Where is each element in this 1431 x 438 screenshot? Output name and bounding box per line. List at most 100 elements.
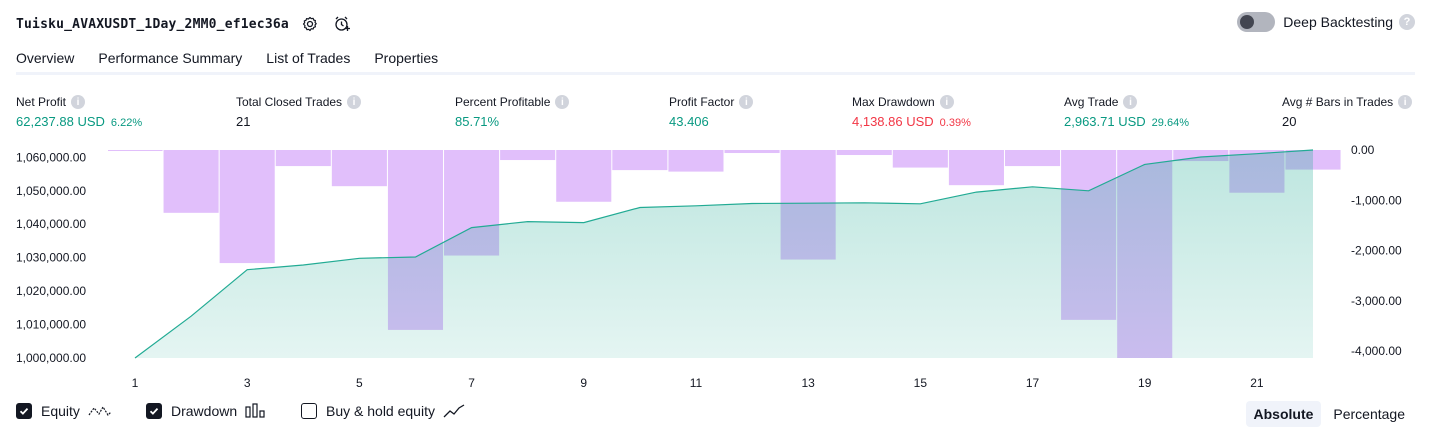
info-icon[interactable]: i <box>1398 95 1413 109</box>
right-axis: 0.00 -1,000.00 -2,000.00 -3,000.00 -4,000.00 <box>1351 143 1402 358</box>
metric-profit-factor: Profit Factor i 43.406 <box>669 94 754 129</box>
equity-line-icon <box>88 403 112 419</box>
drawdown-bar <box>331 150 387 187</box>
drawdown-bar <box>948 150 1004 186</box>
legend-label: Equity <box>41 403 80 419</box>
drawdown-bar <box>275 150 331 167</box>
tab-properties[interactable]: Properties <box>374 50 439 66</box>
info-icon[interactable]: i <box>939 95 954 109</box>
x-axis-tick-label: 7 <box>468 376 475 390</box>
x-axis-tick-label: 17 <box>1026 376 1040 390</box>
legend-buy-hold-equity[interactable]: Buy & hold equity <box>301 403 467 419</box>
gear-icon[interactable] <box>299 13 321 35</box>
metric-label: Avg Trade <box>1064 95 1119 109</box>
x-axis-tick-label: 1 <box>132 376 139 390</box>
metric-value: 4,138.86 USD <box>852 114 934 129</box>
info-icon[interactable]: i <box>347 95 362 109</box>
deep-backtesting-toggle[interactable] <box>1237 12 1276 32</box>
metric-max-drawdown: Max Drawdown i 4,138.86 USD 0.39% <box>852 94 971 129</box>
x-axis-tick-label: 11 <box>690 376 703 390</box>
x-axis-tick-label: 5 <box>356 376 363 390</box>
legend-label: Drawdown <box>171 403 238 419</box>
metric-label: Net Profit <box>16 95 67 109</box>
left-axis-tick-label: 1,050,000.00 <box>16 184 86 198</box>
legend-equity[interactable]: Equity <box>16 403 112 419</box>
absolute-button[interactable]: Absolute <box>1245 401 1322 427</box>
x-axis-tick-label: 3 <box>244 376 251 390</box>
metric-total-closed-trades: Total Closed Trades i 21 <box>236 94 362 129</box>
drawdown-bar <box>163 150 219 213</box>
tab-performance-summary[interactable]: Performance Summary <box>98 50 243 66</box>
metric-label: Max Drawdown <box>852 95 935 109</box>
left-axis-tick-label: 1,040,000.00 <box>16 217 86 231</box>
equity-series <box>134 149 1314 359</box>
x-axis: 1 3 5 7 9 11 13 15 17 19 21 <box>132 376 1264 390</box>
drawdown-bar <box>612 150 668 171</box>
alarm-clock-plus-icon[interactable] <box>331 13 353 35</box>
drawdown-bar <box>219 150 275 264</box>
equity-line <box>134 149 1314 359</box>
deep-backtesting-label: Deep Backtesting <box>1283 14 1393 30</box>
equity-area <box>135 150 1313 358</box>
equity-drawdown-chart[interactable]: 1,000,000.00 1,010,000.00 1,020,000.00 1,03… <box>0 140 1431 395</box>
left-axis-tick-label: 1,010,000.00 <box>16 318 86 332</box>
checkbox-checked[interactable] <box>146 403 162 419</box>
metric-value: 62,237.88 USD <box>16 114 105 129</box>
legend-drawdown[interactable]: Drawdown <box>146 403 267 419</box>
x-axis-tick-label: 9 <box>580 376 587 390</box>
x-axis-tick-label: 15 <box>914 376 928 390</box>
metric-label: Profit Factor <box>669 95 735 109</box>
drawdown-bar <box>556 150 612 202</box>
deep-backtesting: Deep Backtesting ? <box>1237 12 1415 32</box>
metric-value: 20 <box>1282 114 1297 129</box>
metric-percent: 29.64% <box>1151 117 1189 129</box>
right-axis-tick-label: -3,000.00 <box>1351 294 1402 308</box>
metric-value: 2,963.71 USD <box>1064 114 1146 129</box>
info-icon[interactable]: i <box>739 95 754 109</box>
x-axis-tick-label: 21 <box>1250 376 1264 390</box>
view-mode-toggle: Absolute Percentage <box>1242 401 1414 427</box>
x-axis-tick-label: 13 <box>801 376 815 390</box>
metric-value: 43.406 <box>669 114 709 129</box>
info-icon[interactable]: i <box>555 95 570 109</box>
drawdown-bar <box>836 150 892 156</box>
tab-divider <box>16 72 1415 75</box>
left-axis-tick-label: 1,060,000.00 <box>16 150 86 164</box>
metric-net-profit: Net Profit i 62,237.88 USD 6.22% <box>16 94 142 129</box>
metric-label: Avg # Bars in Trades <box>1282 95 1394 109</box>
legend-label: Buy & hold equity <box>326 403 435 419</box>
tab-overview[interactable]: Overview <box>16 48 75 75</box>
metric-value: 85.71% <box>455 114 500 129</box>
bars-icon <box>245 403 267 419</box>
metric-percent-profitable: Percent Profitable i 85.71% <box>455 94 570 129</box>
drawdown-bar <box>724 150 780 154</box>
right-axis-tick-label: -2,000.00 <box>1351 244 1402 258</box>
info-icon[interactable]: i <box>71 95 86 109</box>
metric-avg-trade: Avg Trade i 2,963.71 USD 29.64% <box>1064 94 1189 129</box>
tab-list-of-trades[interactable]: List of Trades <box>266 50 351 66</box>
checkbox-checked[interactable] <box>16 403 32 419</box>
right-axis-tick-label: 0.00 <box>1351 143 1375 157</box>
metric-value: 21 <box>236 114 251 129</box>
drawdown-bar <box>668 150 724 172</box>
help-icon[interactable]: ? <box>1399 14 1415 30</box>
drawdown-bar <box>1004 150 1061 167</box>
checkbox-unchecked[interactable] <box>301 403 317 419</box>
right-axis-tick-label: -1,000.00 <box>1351 193 1402 207</box>
metric-label: Total Closed Trades <box>236 95 343 109</box>
right-axis-tick-label: -4,000.00 <box>1351 344 1402 358</box>
drawdown-bar <box>108 150 163 152</box>
metric-label: Percent Profitable <box>455 95 551 109</box>
left-axis-tick-label: 1,020,000.00 <box>16 284 86 298</box>
strategy-name: Tuisku_AVAXUSDT_1Day_2MM0_ef1ec36a <box>16 16 289 32</box>
drawdown-bar <box>1173 150 1229 162</box>
metric-percent: 6.22% <box>110 117 143 129</box>
trend-line-icon <box>443 403 467 419</box>
left-axis: 1,000,000.00 1,010,000.00 1,020,000.00 1,03… <box>16 150 86 365</box>
percentage-button[interactable]: Percentage <box>1333 406 1405 422</box>
left-axis-tick-label: 1,000,000.00 <box>16 351 86 365</box>
toggle-knob <box>1240 15 1255 29</box>
drawdown-bar <box>892 150 948 168</box>
metric-percent: 0.39% <box>939 117 971 129</box>
info-icon[interactable]: i <box>1123 95 1138 109</box>
